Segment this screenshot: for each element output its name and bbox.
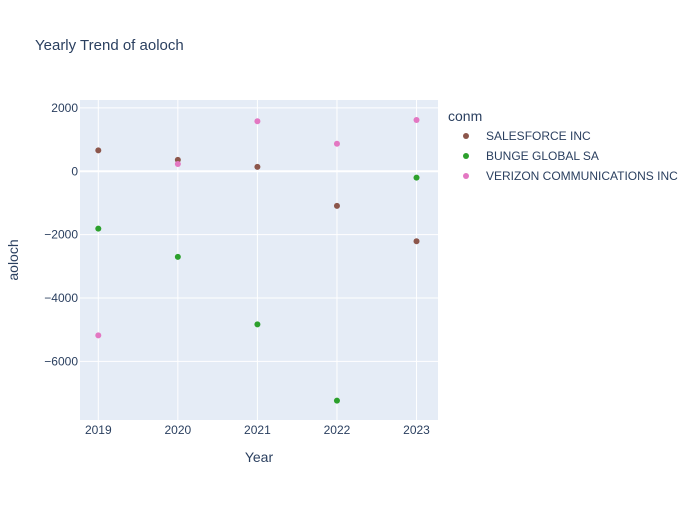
data-point[interactable] bbox=[333, 397, 340, 404]
data-point[interactable] bbox=[254, 163, 261, 170]
legend-marker bbox=[463, 153, 469, 159]
y-tick-label: 0 bbox=[71, 164, 78, 178]
legend-item[interactable]: VERIZON COMMUNICATIONS INC bbox=[463, 169, 678, 183]
data-point[interactable] bbox=[174, 161, 181, 167]
data-point[interactable] bbox=[174, 156, 181, 163]
data-point[interactable] bbox=[254, 321, 261, 328]
data-point[interactable] bbox=[174, 253, 181, 260]
data-point[interactable] bbox=[95, 147, 102, 154]
data-point[interactable] bbox=[333, 202, 340, 209]
x-tick-label: 2021 bbox=[244, 423, 271, 437]
legend-label: BUNGE GLOBAL SA bbox=[486, 149, 599, 163]
y-tick-label: −6000 bbox=[44, 354, 78, 368]
y-axis-title: aoloch bbox=[5, 239, 21, 280]
data-point[interactable] bbox=[254, 118, 261, 125]
legend-title: conm bbox=[448, 108, 482, 124]
legend-label: SALESFORCE INC bbox=[486, 129, 591, 143]
legend-marker bbox=[463, 173, 469, 179]
legend-label: VERIZON COMMUNICATIONS INC bbox=[486, 169, 678, 183]
data-point[interactable] bbox=[413, 174, 420, 181]
legend-item[interactable]: BUNGE GLOBAL SA bbox=[463, 149, 599, 163]
data-point[interactable] bbox=[413, 116, 420, 123]
x-axis-title: Year bbox=[245, 449, 274, 465]
x-tick-label: 2022 bbox=[324, 423, 351, 437]
data-point[interactable] bbox=[95, 332, 102, 339]
x-tick-label: 2019 bbox=[85, 423, 112, 437]
data-point[interactable] bbox=[333, 140, 340, 147]
legend-marker bbox=[463, 133, 469, 139]
data-point[interactable] bbox=[413, 238, 420, 245]
x-tick-label: 2020 bbox=[165, 423, 192, 437]
y-tick-label: 2000 bbox=[51, 101, 78, 115]
chart-title: Yearly Trend of aoloch bbox=[35, 37, 184, 54]
legend-item[interactable]: SALESFORCE INC bbox=[463, 129, 591, 143]
plot-area bbox=[80, 100, 438, 420]
y-tick-label: −4000 bbox=[44, 291, 78, 305]
y-tick-label: −2000 bbox=[44, 228, 78, 242]
data-point[interactable] bbox=[95, 225, 102, 232]
x-tick-label: 2023 bbox=[403, 423, 430, 437]
axis-ticks: 2019 2020 2021 2022 2023 2000 0 −2000 −4000 −6000 bbox=[44, 101, 430, 437]
legend[interactable]: conm SALESFORCE INC BUNGE GLOBAL SA VERIZO… bbox=[448, 108, 678, 183]
data-points[interactable] bbox=[95, 116, 420, 404]
grid-lines bbox=[80, 100, 438, 420]
